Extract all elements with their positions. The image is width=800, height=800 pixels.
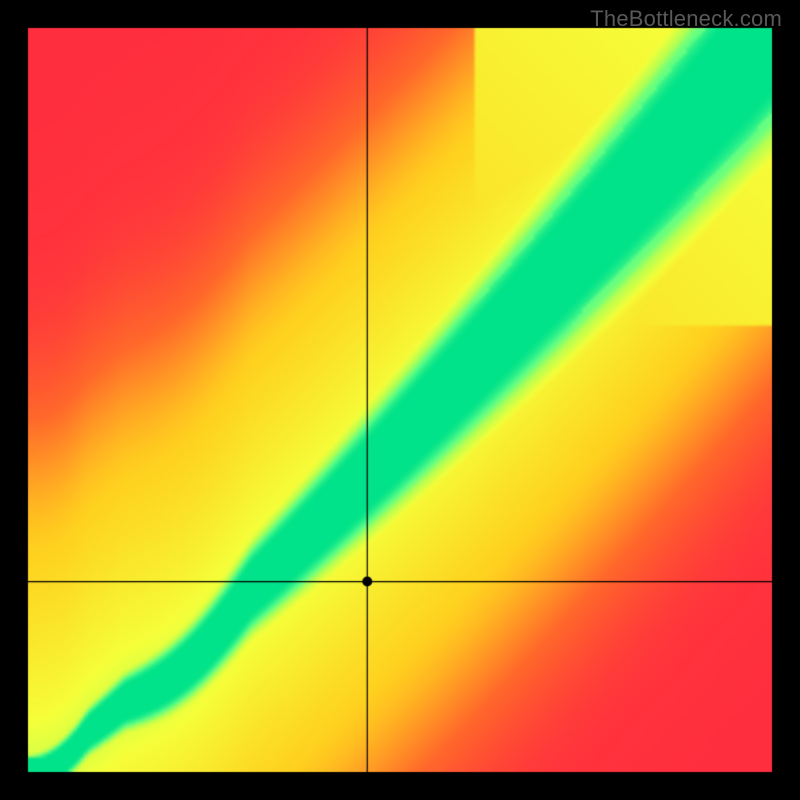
chart-stage: TheBottleneck.com xyxy=(0,0,800,800)
bottleneck-heatmap-canvas xyxy=(0,0,800,800)
